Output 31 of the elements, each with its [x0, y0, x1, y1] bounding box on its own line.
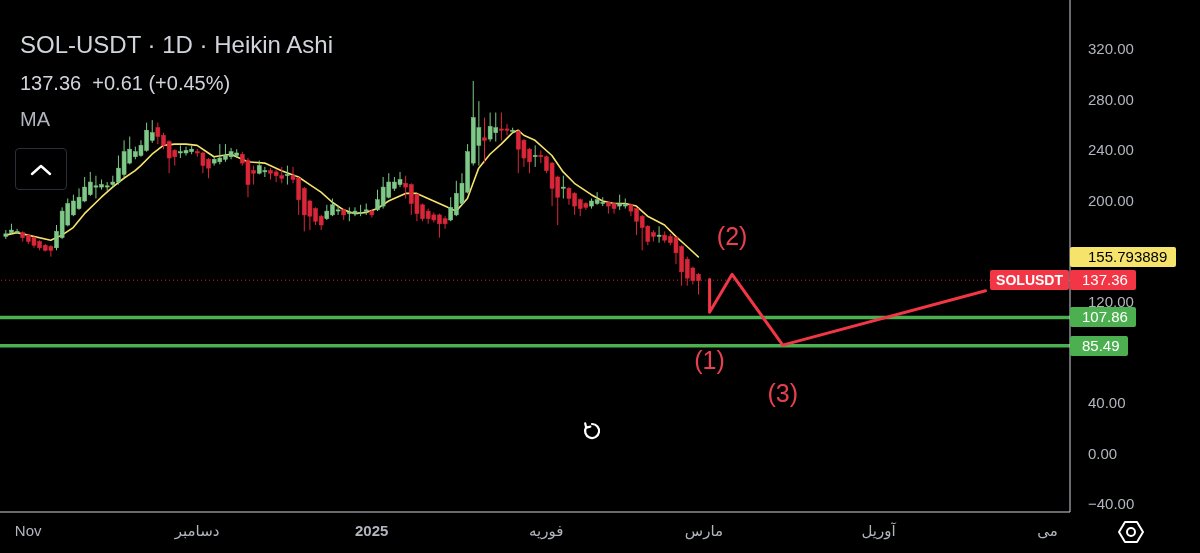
x-tick-label: دسامبر: [173, 522, 220, 540]
y-tick-label: 320.00: [1088, 40, 1134, 58]
y-tick-label: 200.00: [1088, 192, 1134, 210]
x-tick-label: آوریل: [861, 522, 897, 540]
y-tick-label: 120.00: [1088, 293, 1134, 311]
annotation: SOLUSDT: [996, 272, 1063, 289]
candlestick: [482, 117, 487, 164]
annotation: (1): [694, 345, 725, 374]
y-tick-label: 280.00: [1088, 90, 1134, 108]
text: 137.36 +0.61 (+0.45%): [20, 72, 231, 94]
candlestick: [656, 225, 662, 244]
y-tick-label: 40.00: [1088, 394, 1126, 412]
y-tick-label: 240.00: [1088, 141, 1134, 159]
ref-line-label: 137.36: [1082, 271, 1128, 289]
x-tick-label: مارس: [684, 522, 724, 540]
text: SOL-USDT · 1D · Heikin Ashi: [20, 31, 333, 58]
ref-line-label: 107.86: [1082, 308, 1128, 326]
y-tick-label: 155.793889: [1088, 247, 1168, 265]
x-tick-label: می: [1037, 522, 1058, 539]
candlestick: [532, 144, 538, 168]
candlestick: [561, 175, 566, 199]
annotation: MA: [20, 108, 50, 130]
y-tick-label: 0.00: [1088, 444, 1118, 462]
x-tick-label: فوریه: [529, 522, 564, 540]
x-tick-label: Nov: [14, 522, 42, 539]
annotation: (3): [767, 378, 799, 407]
ref-line-label: 85.49: [1082, 336, 1120, 354]
x-tick-label: 2025: [355, 522, 389, 539]
y-tick-label: −40.00: [1088, 495, 1135, 513]
candlestick: [285, 165, 290, 186]
annotation: (2): [716, 221, 748, 250]
